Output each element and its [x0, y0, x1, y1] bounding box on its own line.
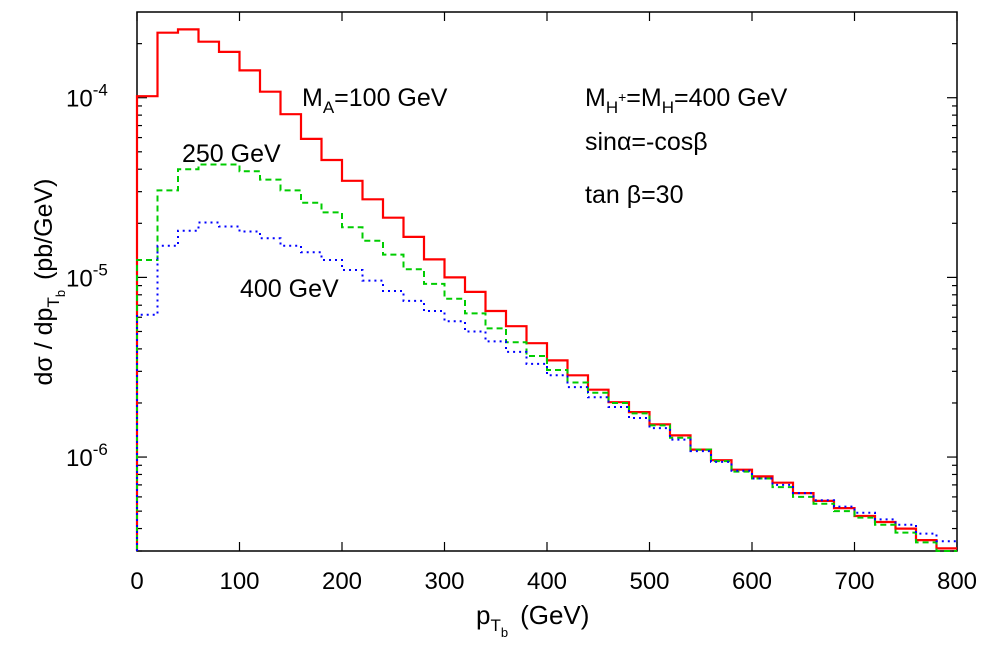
- annotation-ma-250: 250 GeV: [182, 140, 281, 168]
- x-tick-label: 500: [629, 568, 669, 595]
- x-axis-label: pTb(GeV): [476, 600, 589, 640]
- series-layer: [135, 28, 957, 552]
- x-tick-label: 0: [130, 568, 143, 595]
- y-axis-label: dσ / dpTb(pb/GeV): [30, 178, 68, 385]
- y-tick-label: 10-5: [66, 260, 108, 292]
- annotation-mh-mass: MH+=MH=400 GeV: [585, 84, 788, 117]
- y-axis-ticks: 10-4 10-5 10-6: [66, 43, 957, 552]
- x-tick-label: 300: [424, 568, 464, 595]
- series-line-1: [135, 28, 957, 551]
- y-tick-label: 10-6: [66, 440, 108, 472]
- x-tick-label: 700: [834, 568, 874, 595]
- x-tick-label: 800: [937, 568, 977, 595]
- x-tick-label: 200: [322, 568, 362, 595]
- y-tick-label: 10-4: [66, 81, 108, 113]
- annotation-sin-alpha: sinα=-cosβ: [585, 128, 708, 156]
- x-axis-ticks: 0 100 200 300 400 500 600 700 800: [130, 12, 977, 595]
- x-tick-label: 400: [527, 568, 567, 595]
- series-line-2: [136, 163, 957, 552]
- annotation-ma-100: MA=100 GeV: [302, 84, 448, 117]
- x-tick-label: 100: [219, 568, 259, 595]
- series-line-3: [136, 221, 957, 551]
- annotation-tan-beta: tan β=30: [585, 181, 684, 209]
- annotation-ma-400: 400 GeV: [240, 275, 339, 303]
- x-tick-label: 600: [732, 568, 772, 595]
